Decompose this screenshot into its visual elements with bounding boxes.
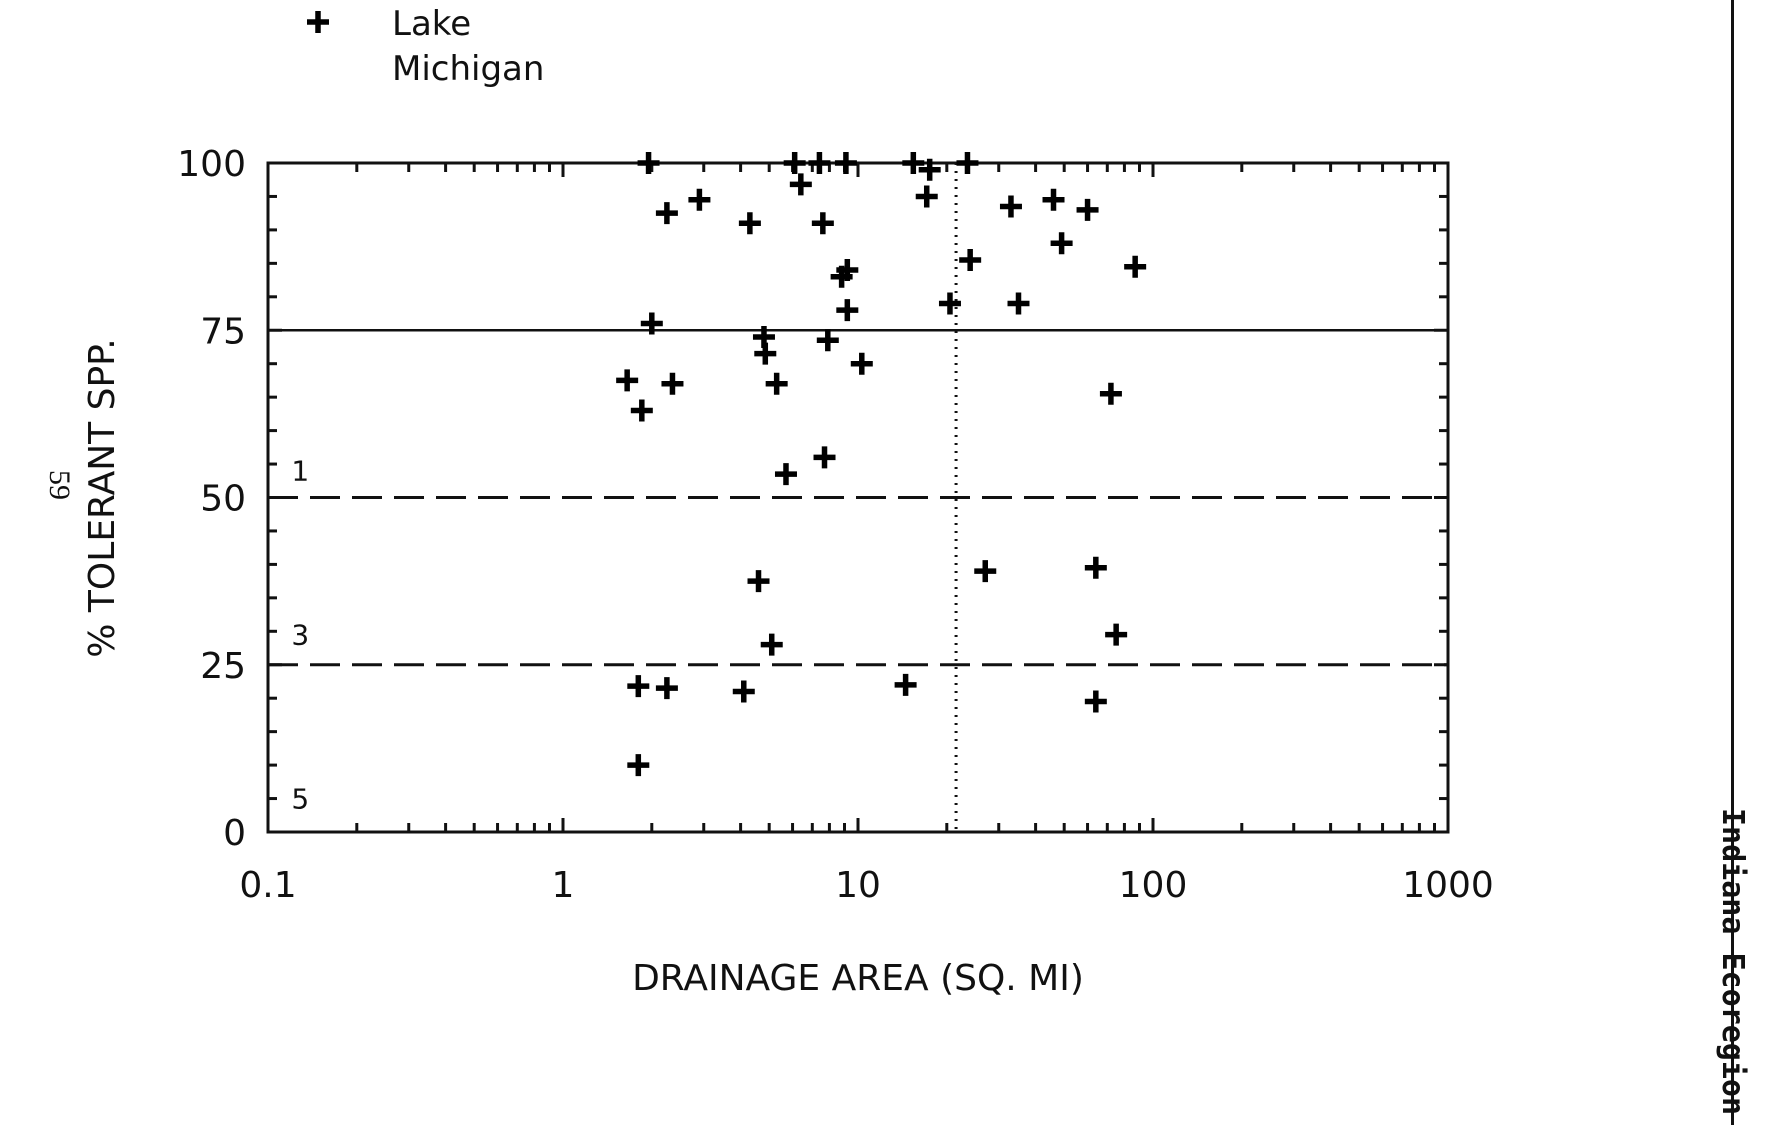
y-tick-label: 75	[200, 311, 246, 352]
x-tick-label: 1000	[1402, 865, 1494, 906]
data-point	[974, 560, 997, 583]
data-point	[627, 675, 650, 698]
margin-note: Indiana Ecoregion	[1715, 808, 1750, 1116]
data-point	[747, 570, 770, 593]
side-page-number: 59	[43, 470, 76, 500]
legend: Lake Michigan	[307, 4, 544, 89]
x-tick-label: 1	[552, 865, 575, 906]
data-points	[616, 152, 1147, 777]
data-point	[630, 399, 653, 422]
data-point	[789, 173, 812, 196]
data-point	[661, 372, 684, 395]
data-point	[811, 212, 834, 235]
zone-label: 5	[291, 783, 309, 816]
y-tick-label: 100	[177, 144, 246, 185]
x-tick-label: 0.1	[239, 865, 296, 906]
data-point	[956, 152, 979, 174]
data-point	[1042, 188, 1065, 211]
data-point	[808, 152, 831, 174]
data-point	[813, 446, 836, 469]
data-point	[627, 754, 650, 777]
y-tick-label: 25	[200, 646, 246, 687]
data-point	[783, 152, 806, 174]
data-point	[640, 312, 663, 335]
data-point	[1084, 690, 1107, 713]
data-point	[836, 299, 859, 322]
x-axis-ticks: 0.1 1 10 100 1000	[239, 163, 1494, 906]
legend-entry-line-2: Michigan	[392, 49, 544, 89]
data-point	[765, 372, 788, 395]
y-axis-title: % TOLERANT SPP.	[82, 338, 123, 657]
margin-line	[1731, 0, 1734, 1125]
data-point	[1105, 623, 1128, 646]
data-point	[902, 152, 925, 174]
data-point	[637, 152, 660, 174]
legend-plus-mark	[307, 11, 329, 33]
data-point	[938, 292, 961, 315]
data-point	[774, 463, 797, 486]
x-tick-label: 100	[1119, 865, 1188, 906]
data-point	[1076, 198, 1099, 221]
data-point	[732, 680, 755, 703]
zone-labels: 1 3 5	[291, 455, 309, 816]
data-point	[655, 677, 678, 700]
data-point	[915, 185, 938, 208]
data-point	[834, 152, 857, 174]
data-point	[688, 188, 711, 211]
zone-label: 3	[291, 619, 309, 652]
data-point	[616, 369, 639, 392]
y-tick-label: 50	[200, 479, 246, 520]
data-point	[760, 633, 783, 656]
y-axis-ticks: 0 25 50 75 100	[177, 144, 1448, 854]
data-point	[655, 202, 678, 225]
data-point	[959, 249, 982, 272]
x-axis-title: DRAINAGE AREA (SQ. MI)	[632, 958, 1084, 999]
data-point	[816, 329, 839, 352]
data-point	[754, 342, 777, 365]
data-point	[1007, 292, 1030, 315]
data-point	[1050, 232, 1073, 255]
x-tick-label: 10	[835, 865, 881, 906]
data-point	[738, 212, 761, 235]
legend-entry-line-1: Lake	[392, 4, 471, 44]
legend-marker-plus-icon	[307, 11, 329, 33]
zone-label: 1	[291, 455, 309, 488]
y-tick-label: 0	[223, 813, 246, 854]
reference-lines	[268, 163, 1448, 832]
data-point	[918, 158, 941, 181]
data-point	[894, 673, 917, 696]
data-point	[850, 352, 873, 375]
data-point	[1099, 382, 1122, 405]
data-point	[999, 195, 1022, 218]
data-point	[836, 259, 859, 282]
data-point	[1084, 556, 1107, 579]
data-point	[1124, 255, 1147, 278]
